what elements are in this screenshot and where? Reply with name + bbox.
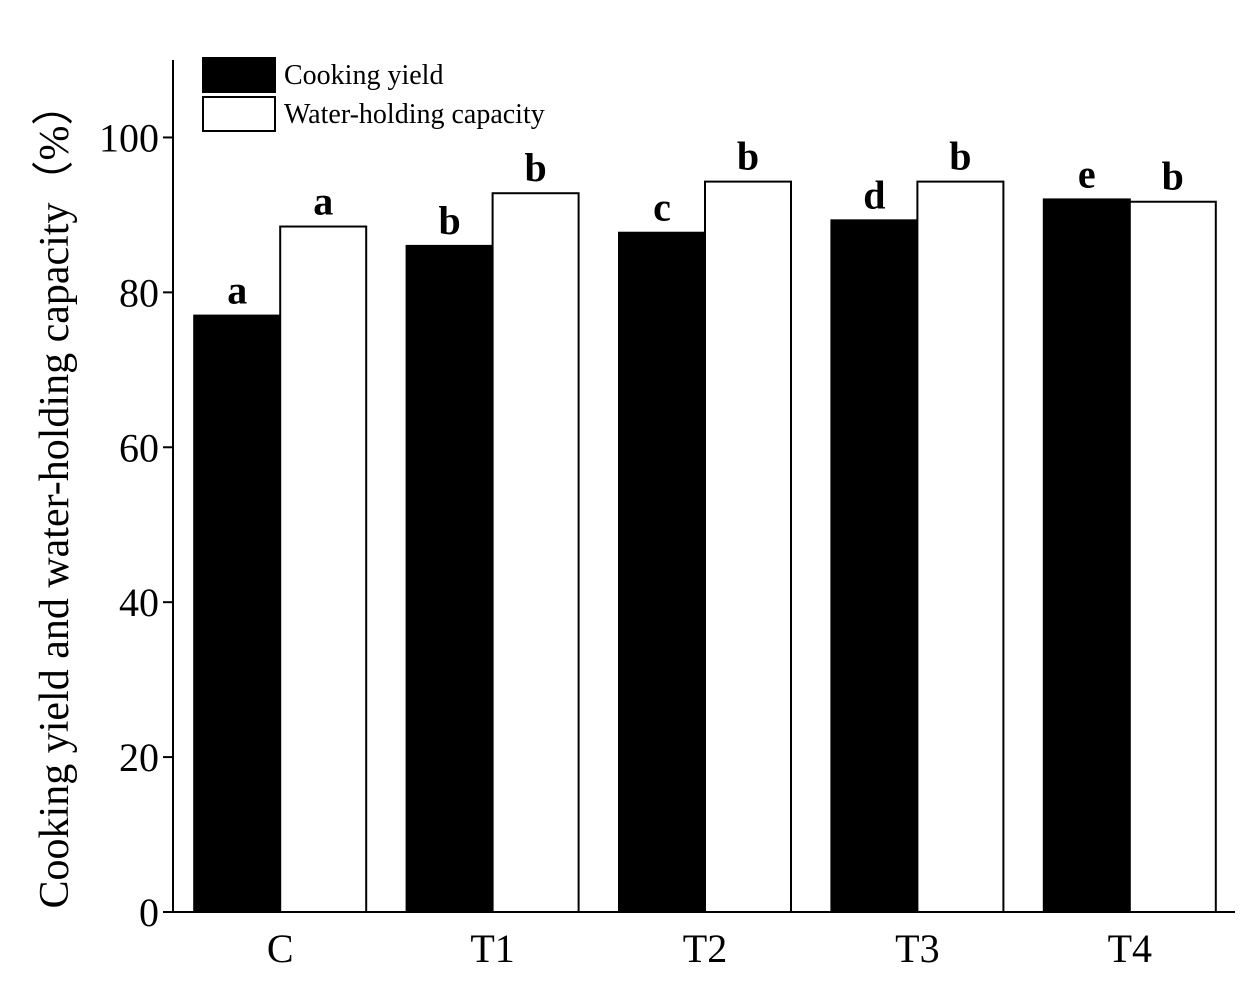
legend: Cooking yield Water-holding capacity (202, 57, 545, 132)
bars (193, 180, 1217, 914)
y-tick-label: 60 (119, 425, 159, 470)
bar-cooking-yield (618, 231, 706, 913)
y-axis: 0 20 40 60 80 100 (99, 60, 174, 935)
sig-letter-water-holding-capacity: b (737, 134, 759, 179)
bar-cooking-yield (830, 219, 919, 913)
x-tick-label: T1 (470, 926, 514, 971)
x-tick-label: T3 (895, 926, 939, 971)
y-tick-label: 100 (99, 115, 159, 160)
sig-letter-water-holding-capacity: b (949, 134, 971, 179)
sig-letter-cooking-yield: a (227, 268, 247, 313)
x-tick-label: T2 (683, 926, 727, 971)
bar-water-holding-capacity (1128, 200, 1217, 913)
bar-water-holding-capacity (916, 180, 1005, 913)
bar-water-holding-capacity (491, 192, 580, 914)
x-tick-label: C (267, 926, 294, 971)
sig-letter-cooking-yield: d (863, 172, 885, 217)
sig-labels: a a b b c b d b e b (227, 134, 1184, 313)
y-tick-label: 40 (119, 580, 159, 625)
sig-letter-cooking-yield: e (1078, 151, 1096, 196)
y-tick-label: 0 (139, 890, 159, 935)
legend-label-cooking-yield: Cooking yield (284, 60, 443, 91)
sig-letter-water-holding-capacity: a (313, 179, 333, 224)
x-axis: C T1 T2 T3 T4 (173, 911, 1235, 971)
legend-swatch-water-holding-capacity (202, 96, 276, 132)
legend-swatch-cooking-yield (202, 57, 276, 93)
y-tick-label: 80 (119, 270, 159, 315)
sig-letter-water-holding-capacity: b (524, 145, 546, 190)
y-tick-label: 20 (119, 735, 159, 780)
bar-cooking-yield (405, 244, 494, 913)
sig-letter-water-holding-capacity: b (1162, 154, 1184, 199)
bar-water-holding-capacity (704, 180, 792, 913)
y-axis-label: Cooking yield and water-holding capacity… (32, 84, 78, 909)
bar-water-holding-capacity (279, 225, 368, 913)
legend-label-water-holding-capacity: Water-holding capacity (284, 99, 545, 130)
sig-letter-cooking-yield: c (653, 185, 671, 230)
bar-cooking-yield (193, 314, 282, 914)
bar-cooking-yield (1042, 198, 1131, 914)
x-tick-label: T4 (1108, 926, 1152, 971)
sig-letter-cooking-yield: b (438, 198, 460, 243)
